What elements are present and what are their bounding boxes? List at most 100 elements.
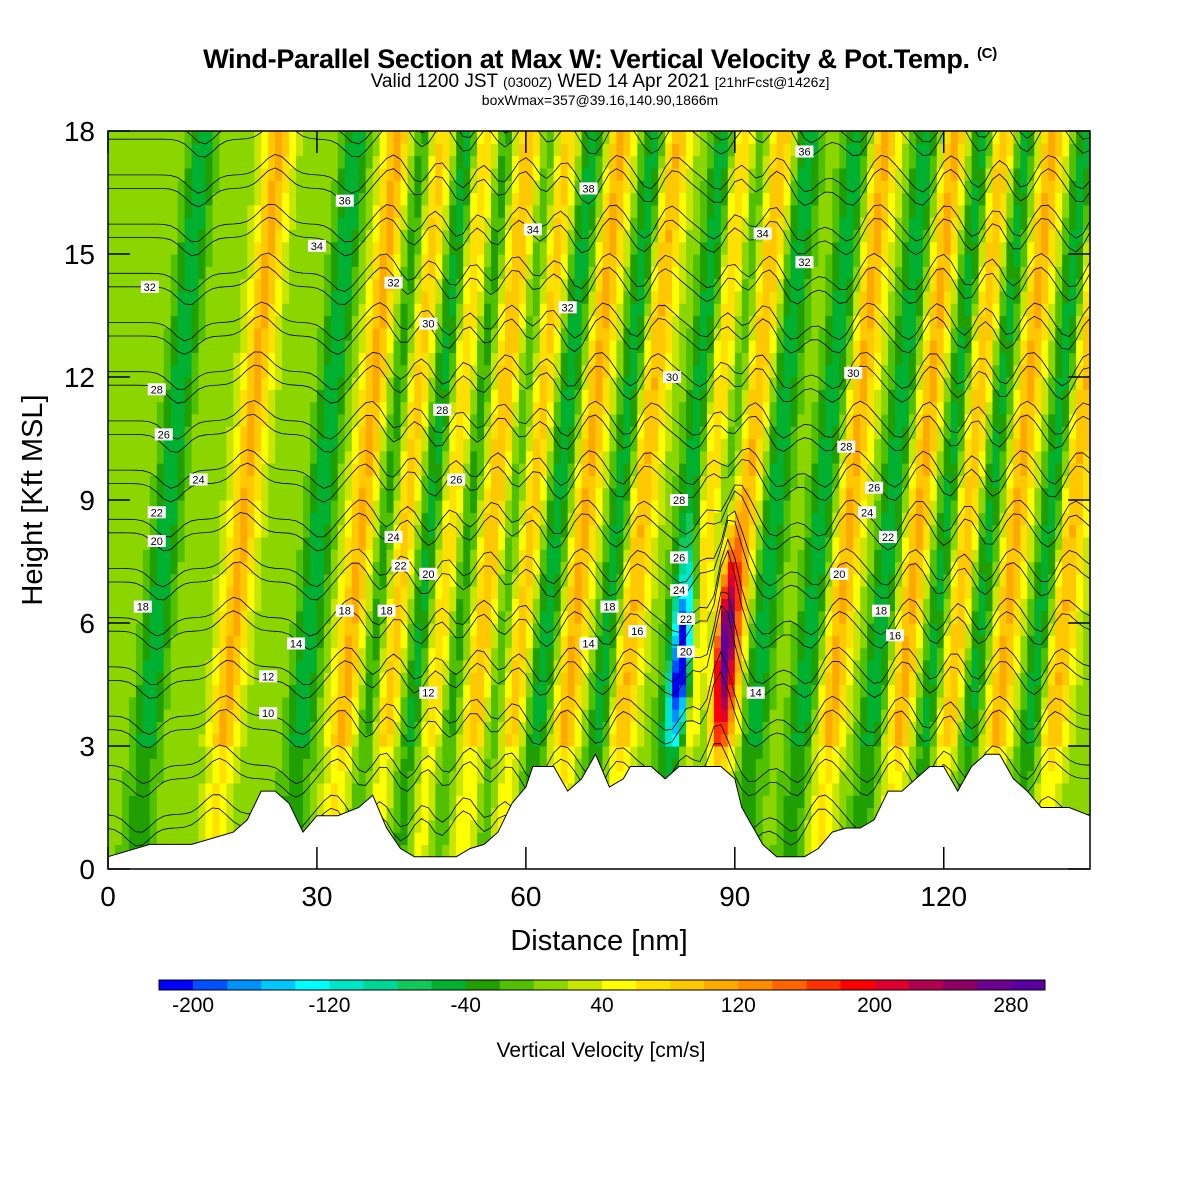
w-cell (330, 143, 339, 157)
w-cell (407, 696, 416, 710)
w-cell (477, 377, 485, 390)
w-cell (358, 524, 367, 538)
w-cell (672, 340, 680, 353)
w-cell (658, 180, 666, 194)
w-cell (108, 266, 116, 280)
w-cell (546, 389, 555, 403)
w-cell (574, 352, 583, 366)
w-cell (163, 229, 172, 243)
w-cell (261, 204, 269, 218)
w-cell (595, 684, 604, 698)
w-cell (108, 758, 116, 772)
w-cell (553, 303, 562, 317)
w-cell (358, 623, 367, 636)
w-cell (435, 352, 443, 366)
w-cell (115, 364, 123, 378)
w-cell (289, 684, 297, 698)
w-cell (156, 155, 165, 169)
w-cell (323, 512, 332, 526)
w-cell (505, 340, 513, 353)
w-cell (491, 795, 499, 809)
w-cell (379, 315, 388, 329)
w-cell (491, 278, 499, 292)
w-cell (135, 352, 144, 366)
w-cell (546, 155, 555, 169)
w-cell (177, 586, 186, 599)
w-cell (553, 167, 562, 181)
w-cell (595, 500, 604, 513)
w-cell (665, 303, 673, 317)
w-cell (477, 635, 485, 649)
w-cell (233, 746, 241, 759)
w-cell (128, 746, 137, 759)
w-cell (532, 684, 541, 698)
w-cell (108, 180, 116, 194)
w-cell (658, 278, 666, 292)
w-cell (121, 426, 130, 440)
w-cell (623, 684, 631, 698)
w-cell (358, 167, 367, 181)
w-cell (108, 352, 116, 366)
w-cell (553, 278, 562, 292)
w-cell (184, 536, 193, 550)
w-cell (609, 364, 617, 378)
w-cell (226, 696, 234, 710)
w-cell (184, 598, 193, 612)
w-cell (205, 204, 214, 218)
w-cell (679, 377, 687, 390)
w-cell (470, 512, 478, 526)
w-cell (316, 586, 325, 599)
w-cell (400, 278, 409, 292)
w-cell (665, 426, 673, 440)
w-cell (658, 155, 666, 169)
w-cell (191, 131, 200, 144)
w-cell (205, 487, 214, 501)
w-cell (470, 536, 478, 550)
w-cell (115, 450, 123, 464)
w-cell (400, 204, 409, 218)
w-cell (679, 217, 687, 230)
w-cell (567, 536, 576, 550)
w-cell (135, 807, 144, 821)
w-cell (414, 746, 422, 759)
w-cell (323, 573, 332, 587)
w-cell (289, 733, 297, 747)
w-cell (637, 155, 645, 169)
w-cell (198, 241, 207, 255)
w-cell (358, 377, 367, 390)
w-cell (170, 746, 179, 759)
w-cell (310, 438, 318, 452)
w-cell (268, 549, 276, 563)
w-cell (275, 155, 283, 169)
w-cell (414, 487, 422, 501)
w-cell (156, 549, 165, 563)
w-cell (560, 746, 569, 759)
w-cell (108, 167, 116, 181)
w-cell (233, 512, 241, 526)
w-cell (115, 426, 123, 440)
w-cell (142, 795, 151, 809)
w-cell (268, 746, 276, 759)
w-cell (637, 635, 645, 649)
w-cell (268, 598, 276, 612)
w-cell (323, 721, 332, 735)
w-cell (156, 770, 165, 784)
w-cell (560, 598, 569, 612)
w-cell (163, 266, 172, 280)
w-cell (491, 684, 499, 698)
w-cell (240, 684, 248, 698)
w-cell (310, 340, 318, 353)
w-cell (595, 623, 604, 636)
w-cell (386, 290, 395, 304)
w-cell (498, 684, 506, 698)
w-cell (121, 180, 130, 194)
w-cell (595, 192, 604, 206)
w-cell (163, 131, 172, 144)
w-cell (198, 782, 207, 796)
w-cell (665, 647, 673, 661)
w-cell (330, 327, 339, 341)
w-cell (115, 315, 123, 329)
w-cell (637, 303, 645, 317)
w-cell (177, 180, 186, 194)
w-cell (546, 647, 555, 661)
